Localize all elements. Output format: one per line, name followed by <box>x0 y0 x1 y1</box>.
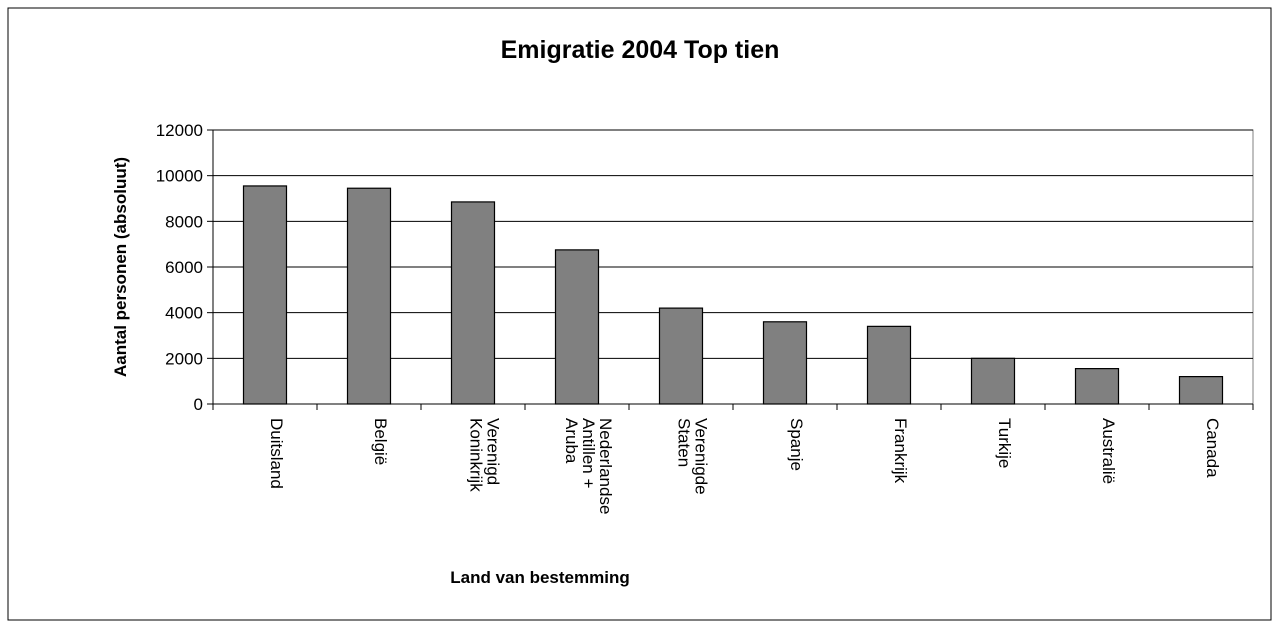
x-tick-label: VerenigdKoninkrijk <box>467 418 503 492</box>
bar <box>450 201 496 405</box>
bar <box>866 325 912 405</box>
x-tick-label: Canada <box>1203 418 1222 478</box>
x-tick-label: Australië <box>1099 418 1118 484</box>
y-tick-label: 12000 <box>156 121 203 140</box>
x-tick-label: Turkije <box>995 418 1014 468</box>
x-tick-label: VerenigdeStaten <box>675 418 711 495</box>
bar <box>658 307 704 405</box>
x-axis-label: Land van bestemming <box>450 568 629 587</box>
x-tick-label: Duitsland <box>267 418 286 489</box>
y-tick-label: 4000 <box>165 304 203 323</box>
x-tick-label: België <box>371 418 390 465</box>
bar <box>554 249 600 405</box>
y-tick-label: 8000 <box>165 212 203 231</box>
y-tick-label: 0 <box>194 395 203 414</box>
x-tick-label: Frankrijk <box>891 418 910 484</box>
bar <box>1178 376 1224 405</box>
y-tick-label: 2000 <box>165 349 203 368</box>
y-axis-label: Aantal personen (absoluut) <box>111 157 130 377</box>
bar <box>346 187 392 405</box>
y-tick-label: 10000 <box>156 167 203 186</box>
y-tick-label: 6000 <box>165 258 203 277</box>
x-tick-label: Spanje <box>787 418 806 471</box>
chart-title: Emigratie 2004 Top tien <box>501 36 780 64</box>
x-tick-label: NederlandseAntillen +Aruba <box>562 418 615 514</box>
bar <box>242 185 288 405</box>
bar <box>1074 368 1120 405</box>
bar <box>762 321 808 405</box>
bar <box>970 357 1016 405</box>
